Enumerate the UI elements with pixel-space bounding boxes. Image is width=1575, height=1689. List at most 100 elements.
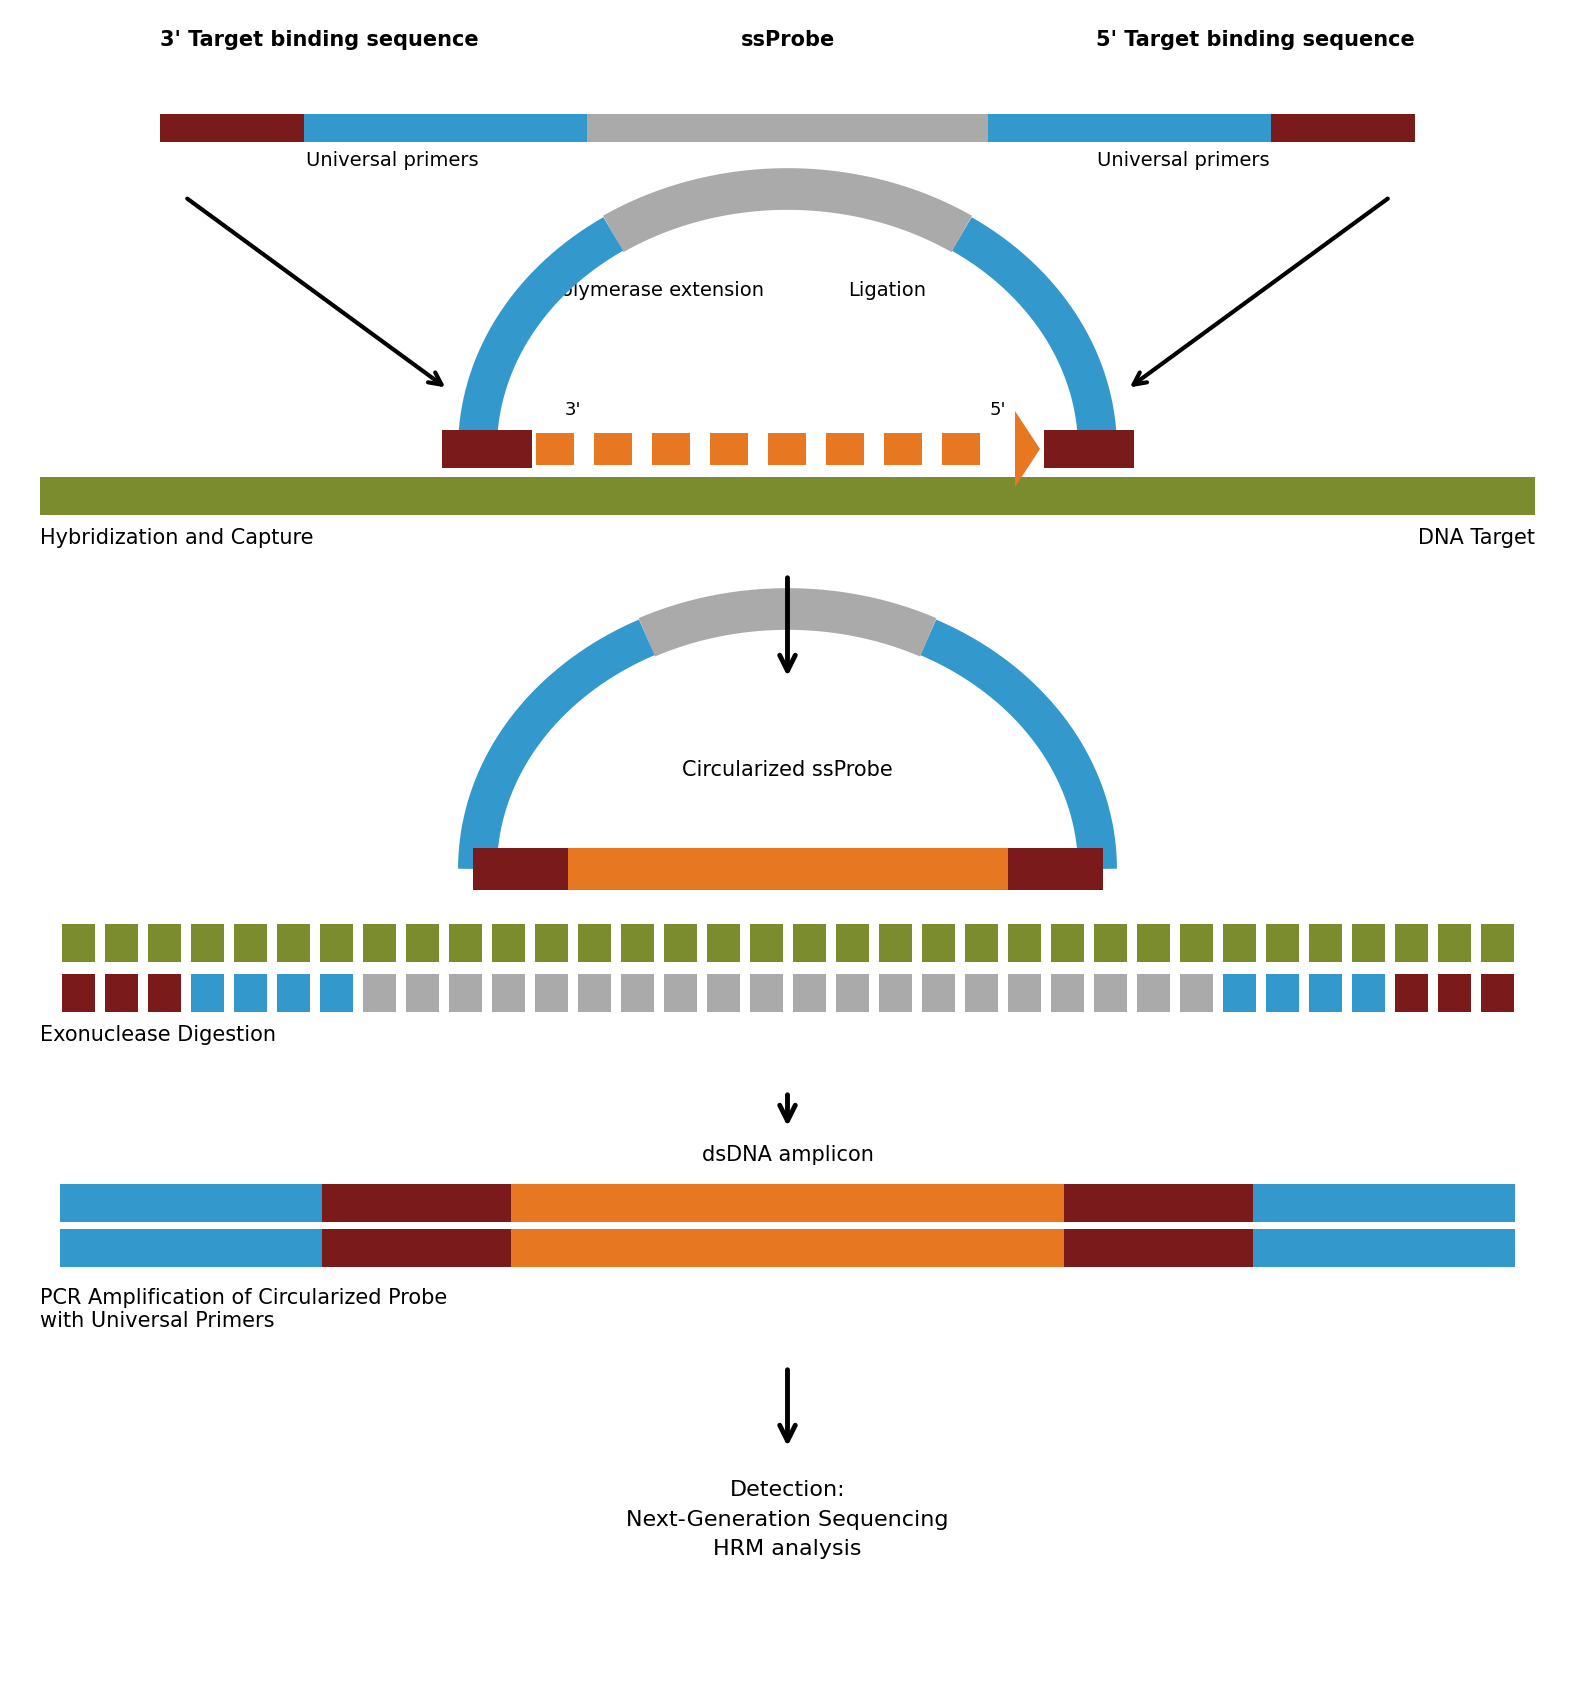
- Text: Ligation: Ligation: [849, 280, 926, 299]
- Bar: [1480, 924, 1514, 963]
- Bar: [663, 924, 696, 963]
- Bar: [304, 115, 587, 144]
- Bar: [578, 924, 611, 963]
- Text: Polymerase extension: Polymerase extension: [551, 280, 764, 299]
- Bar: [534, 975, 567, 1012]
- Bar: [1065, 1230, 1254, 1267]
- Bar: [879, 975, 912, 1012]
- Bar: [964, 975, 997, 1012]
- Bar: [1394, 975, 1427, 1012]
- Bar: [321, 1230, 510, 1267]
- Bar: [792, 924, 825, 963]
- Bar: [60, 1184, 321, 1223]
- Bar: [1093, 924, 1126, 963]
- Bar: [39, 478, 1536, 515]
- Bar: [233, 975, 266, 1012]
- Bar: [1222, 975, 1255, 1012]
- Bar: [988, 115, 1271, 144]
- Bar: [1438, 975, 1471, 1012]
- Bar: [148, 975, 181, 1012]
- Bar: [835, 924, 868, 963]
- Text: dsDNA amplicon: dsDNA amplicon: [701, 1145, 874, 1164]
- Text: DNA Target: DNA Target: [1418, 527, 1536, 547]
- Bar: [449, 975, 482, 1012]
- Bar: [491, 924, 524, 963]
- Bar: [277, 975, 310, 1012]
- Bar: [104, 924, 137, 963]
- Bar: [1222, 924, 1255, 963]
- Bar: [1394, 924, 1427, 963]
- Bar: [405, 924, 438, 963]
- Bar: [921, 924, 954, 963]
- Text: Hybridization and Capture: Hybridization and Capture: [39, 527, 313, 547]
- Bar: [441, 431, 531, 470]
- Bar: [1180, 924, 1213, 963]
- Polygon shape: [1014, 412, 1040, 488]
- Text: Detection:
Next-Generation Sequencing
HRM analysis: Detection: Next-Generation Sequencing HR…: [627, 1480, 948, 1559]
- Bar: [1093, 975, 1126, 1012]
- Bar: [191, 975, 224, 1012]
- Bar: [621, 975, 654, 1012]
- Bar: [769, 434, 806, 466]
- Bar: [1480, 975, 1514, 1012]
- Bar: [594, 434, 632, 466]
- Bar: [1051, 975, 1084, 1012]
- Bar: [536, 434, 573, 466]
- Text: Circularized ssProbe: Circularized ssProbe: [682, 760, 893, 780]
- Bar: [233, 924, 266, 963]
- Bar: [1351, 924, 1384, 963]
- Bar: [1271, 115, 1414, 144]
- Bar: [750, 975, 783, 1012]
- Bar: [1309, 924, 1342, 963]
- Text: PCR Amplification of Circularized Probe
with Universal Primers: PCR Amplification of Circularized Probe …: [39, 1287, 447, 1331]
- Bar: [320, 924, 353, 963]
- Bar: [1008, 848, 1102, 890]
- Bar: [1137, 975, 1170, 1012]
- Bar: [884, 434, 921, 466]
- Bar: [879, 924, 912, 963]
- Bar: [567, 848, 1008, 890]
- Text: 3' Target binding sequence: 3' Target binding sequence: [161, 30, 479, 51]
- Bar: [61, 924, 94, 963]
- Bar: [964, 924, 997, 963]
- Bar: [1265, 975, 1298, 1012]
- Bar: [61, 975, 94, 1012]
- Bar: [405, 975, 438, 1012]
- Text: Universal primers: Universal primers: [1096, 150, 1269, 171]
- Bar: [825, 434, 865, 466]
- Bar: [1065, 1184, 1254, 1223]
- Bar: [1254, 1184, 1515, 1223]
- Text: 5' Target binding sequence: 5' Target binding sequence: [1096, 30, 1414, 51]
- Bar: [1051, 924, 1084, 963]
- Text: Universal primers: Universal primers: [306, 150, 479, 171]
- Bar: [1309, 975, 1342, 1012]
- Bar: [1008, 975, 1041, 1012]
- Bar: [277, 924, 310, 963]
- Bar: [1180, 975, 1213, 1012]
- Bar: [320, 975, 353, 1012]
- Text: 3': 3': [564, 400, 581, 419]
- Bar: [148, 924, 181, 963]
- Bar: [1044, 431, 1134, 470]
- Bar: [750, 924, 783, 963]
- Bar: [942, 434, 980, 466]
- Bar: [587, 115, 988, 144]
- Bar: [578, 975, 611, 1012]
- Bar: [707, 924, 740, 963]
- Bar: [60, 1230, 321, 1267]
- Bar: [663, 975, 696, 1012]
- Bar: [104, 975, 137, 1012]
- Bar: [1438, 924, 1471, 963]
- Bar: [510, 1230, 1065, 1267]
- Bar: [835, 975, 868, 1012]
- Bar: [472, 848, 567, 890]
- Text: Exonuclease Digestion: Exonuclease Digestion: [39, 1025, 276, 1044]
- Bar: [1254, 1230, 1515, 1267]
- Bar: [707, 975, 740, 1012]
- Bar: [362, 924, 395, 963]
- Bar: [1008, 924, 1041, 963]
- Bar: [652, 434, 690, 466]
- Bar: [1265, 924, 1298, 963]
- Bar: [321, 1184, 510, 1223]
- Bar: [1351, 975, 1384, 1012]
